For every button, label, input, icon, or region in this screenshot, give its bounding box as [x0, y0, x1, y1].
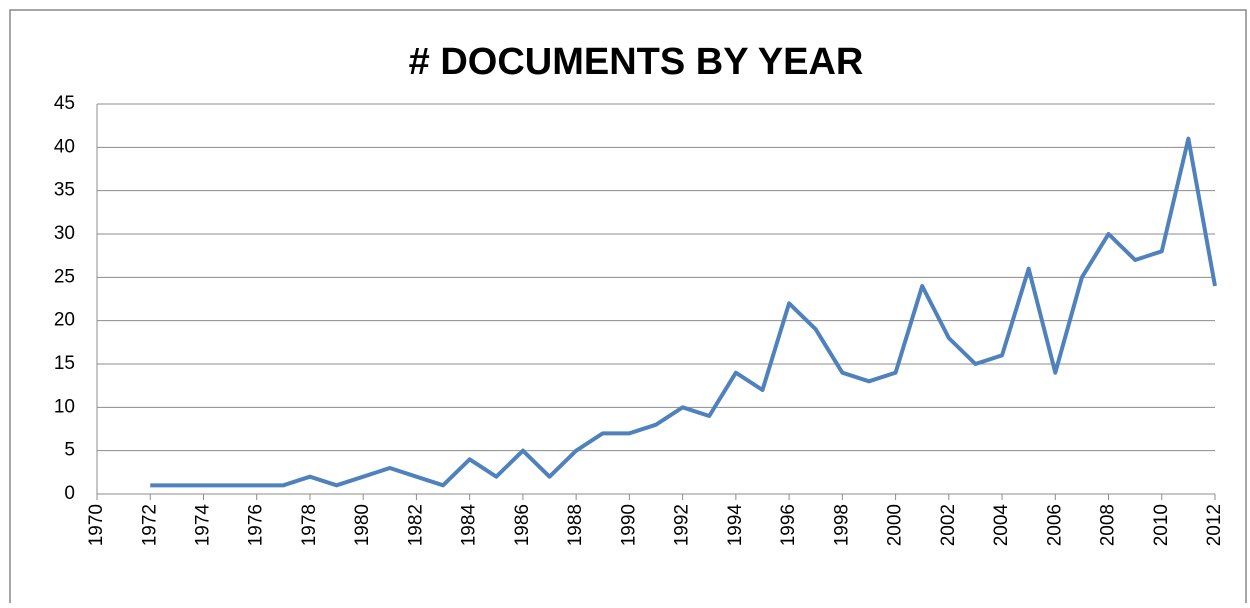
y-tick-label: 5: [64, 440, 75, 461]
x-tick-label: 1988: [565, 504, 586, 546]
x-tick-label: 1998: [831, 504, 852, 546]
x-tick-label: 1982: [405, 504, 426, 546]
x-tick-label: 1994: [725, 504, 746, 547]
x-tick-label: 2008: [1098, 504, 1119, 546]
x-tick-label: 2004: [991, 504, 1012, 547]
x-tick-label: 1984: [459, 504, 480, 547]
x-tick-label: 1974: [192, 504, 213, 547]
x-tick-label: 1972: [139, 504, 160, 546]
x-tick-label: 1976: [246, 504, 267, 546]
y-tick-label: 45: [54, 93, 75, 114]
x-tick-label: 1970: [86, 504, 107, 546]
x-tick-label: 1996: [778, 504, 799, 546]
y-tick-label: 15: [54, 353, 75, 374]
x-tick-label: 1990: [618, 504, 639, 546]
x-tick-label: 2006: [1044, 504, 1065, 546]
y-tick-label: 40: [54, 136, 75, 157]
x-tick-label: 1978: [299, 504, 320, 546]
y-tick-label: 30: [54, 223, 75, 244]
x-tick-label: 2002: [938, 504, 959, 546]
y-tick-label: 25: [54, 266, 75, 287]
x-tick-label: 2012: [1204, 504, 1225, 546]
y-tick-label: 10: [54, 396, 75, 417]
x-tick-label: 2000: [885, 504, 906, 546]
x-tick-label: 1992: [672, 504, 693, 546]
x-tick-label: 1980: [352, 504, 373, 546]
y-tick-label: 0: [64, 483, 75, 504]
line-series: [150, 136, 1217, 488]
y-tick-label: 35: [54, 180, 75, 201]
chart-title: # DOCUMENTS BY YEAR: [409, 41, 864, 83]
x-tick-label: 1986: [512, 504, 533, 546]
y-tick-label: 20: [54, 310, 75, 331]
x-tick-label: 2010: [1151, 504, 1172, 546]
